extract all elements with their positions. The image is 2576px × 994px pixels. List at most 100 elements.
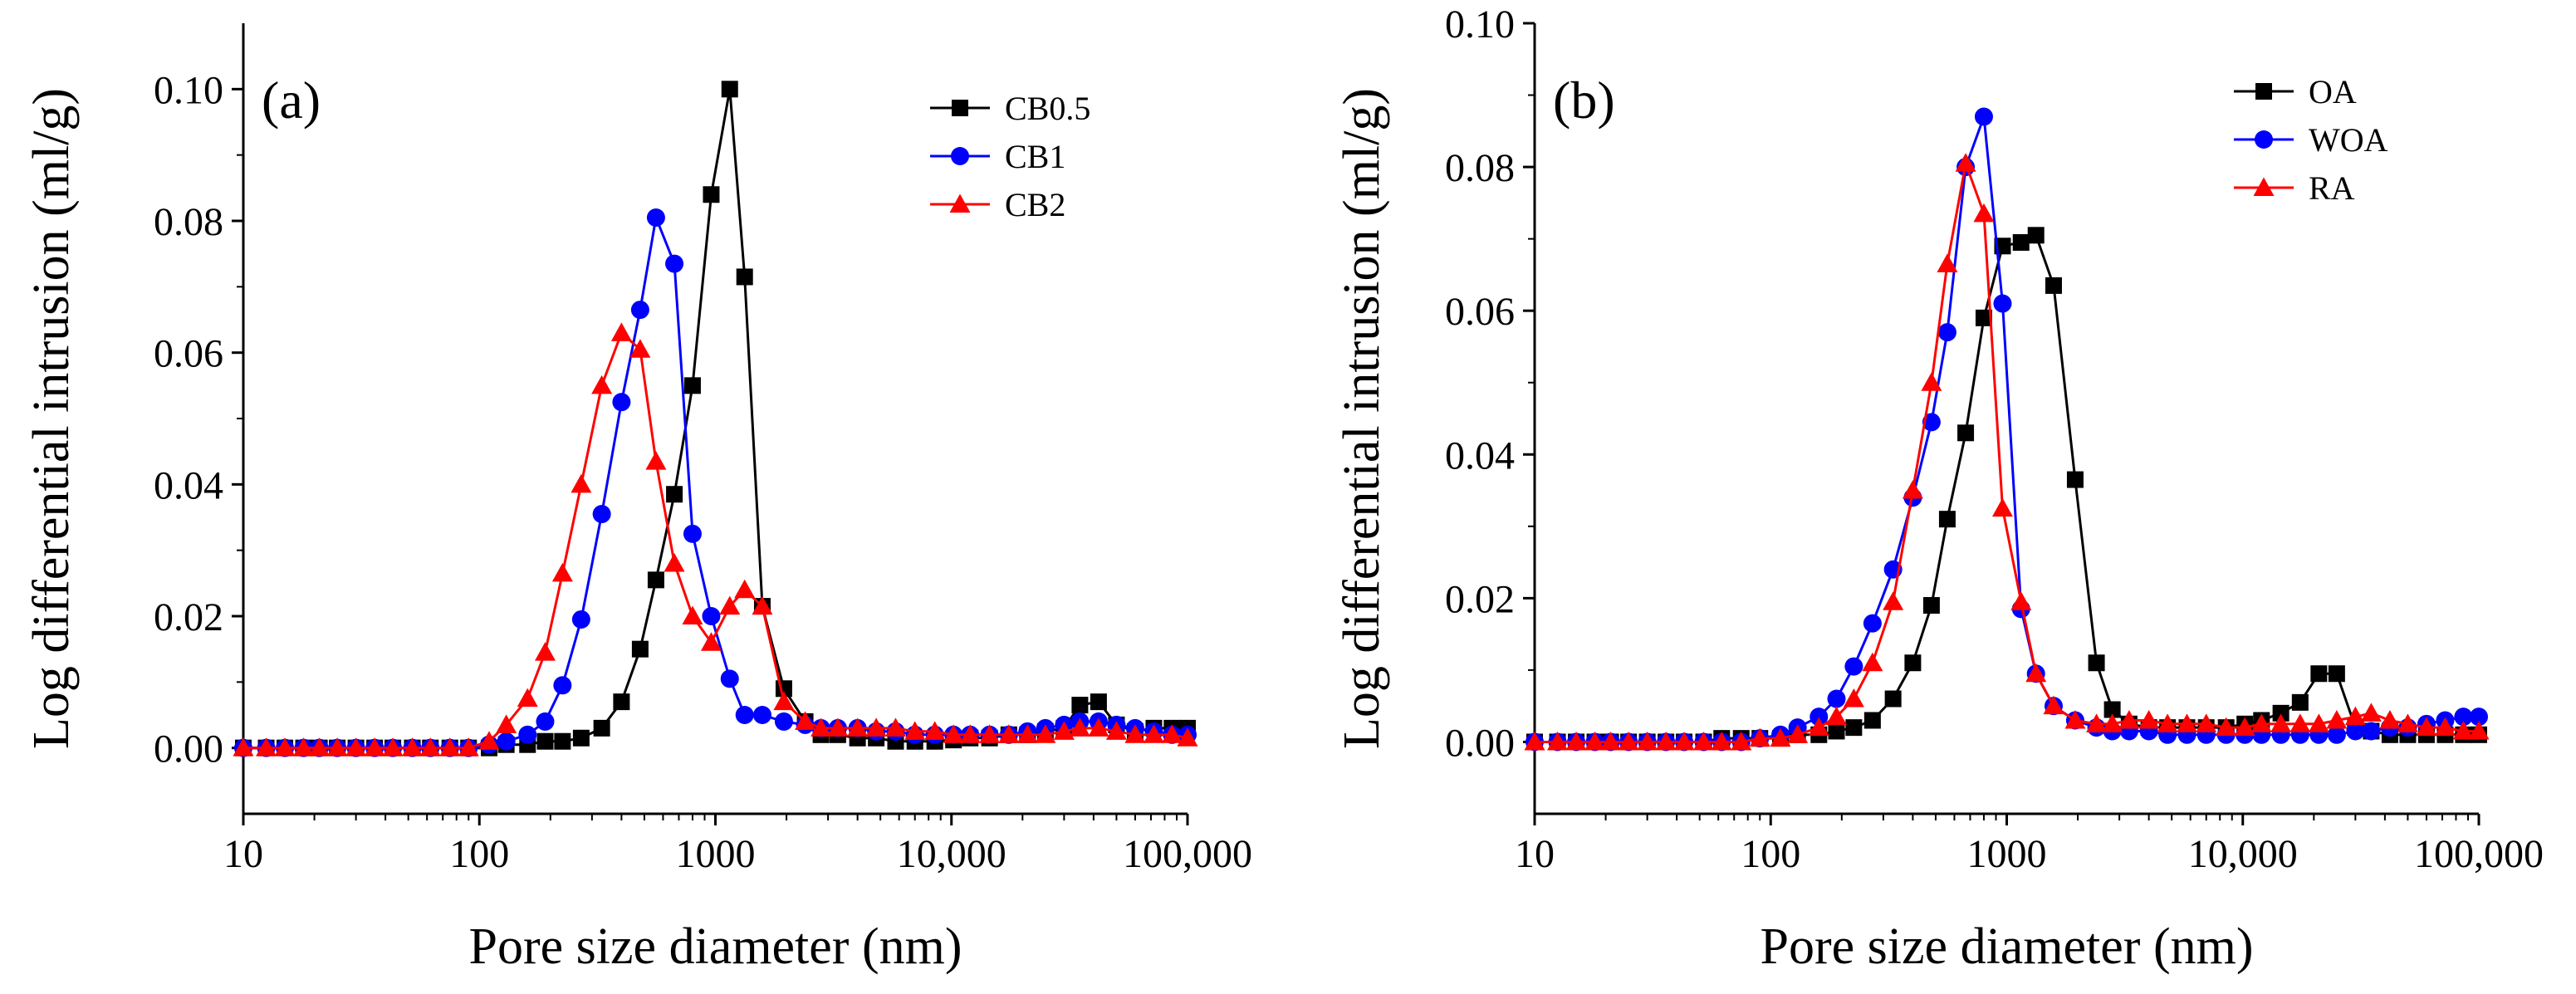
data-point bbox=[998, 724, 1020, 743]
data-point bbox=[1524, 731, 1545, 751]
legend-entry-RA: RA bbox=[2234, 169, 2355, 207]
data-point bbox=[752, 706, 771, 724]
data-point bbox=[613, 693, 630, 711]
data-point bbox=[752, 595, 773, 615]
data-point bbox=[1921, 372, 1942, 391]
data-point bbox=[1161, 724, 1183, 743]
data-point bbox=[1637, 731, 1658, 751]
x-tick-label: 10 bbox=[223, 832, 263, 876]
y-tick-label: 0.08 bbox=[1445, 146, 1515, 190]
legend-entry-WOA: WOA bbox=[2234, 121, 2388, 159]
data-point bbox=[345, 737, 367, 757]
panel-a: 10 100 1000 10,000 100,000 0.00 0.02 0.04 0.06 0.… bbox=[23, 23, 1252, 975]
data-point bbox=[1711, 731, 1732, 751]
data-point bbox=[518, 725, 537, 744]
data-point bbox=[646, 208, 665, 228]
data-point bbox=[1053, 721, 1075, 740]
data-point bbox=[536, 732, 554, 750]
data-point bbox=[2043, 695, 2064, 715]
legend-marker bbox=[2255, 130, 2273, 149]
data-point bbox=[610, 322, 632, 341]
legend-entry-CB1: CB1 bbox=[930, 138, 1065, 175]
y-tick-label: 0.06 bbox=[154, 332, 223, 376]
data-point bbox=[1090, 693, 1107, 711]
data-point bbox=[703, 186, 720, 203]
series-CB2 bbox=[233, 322, 1198, 757]
x-axis-title: Pore size diameter (nm) bbox=[469, 918, 962, 975]
y-axis-title: Log differential intrusion (ml/g) bbox=[23, 88, 80, 749]
data-point bbox=[924, 721, 946, 740]
data-point bbox=[1547, 731, 1569, 751]
x-tick-label: 100,000 bbox=[2414, 832, 2544, 876]
y-tick-label: 0.04 bbox=[1445, 433, 1515, 477]
data-point bbox=[1787, 724, 1809, 743]
data-point bbox=[630, 301, 649, 320]
legend-entry-CB0.5: CB0.5 bbox=[930, 90, 1090, 127]
legend-label: WOA bbox=[2309, 121, 2388, 159]
data-point bbox=[326, 737, 348, 757]
data-point bbox=[2326, 709, 2348, 729]
data-point bbox=[2250, 713, 2272, 732]
legend-label: OA bbox=[2309, 73, 2357, 110]
data-point bbox=[736, 268, 753, 286]
data-point bbox=[2012, 233, 2030, 251]
data-point bbox=[1902, 480, 1923, 499]
data-point bbox=[2344, 706, 2366, 726]
data-point bbox=[774, 712, 793, 731]
data-point bbox=[1828, 722, 1845, 740]
data-point bbox=[536, 712, 555, 731]
data-point bbox=[2416, 717, 2437, 737]
data-point bbox=[419, 737, 441, 757]
data-point bbox=[1143, 724, 1164, 743]
data-point bbox=[664, 553, 685, 572]
legend-label: RA bbox=[2309, 169, 2355, 207]
legend-marker bbox=[952, 100, 968, 116]
legend-label: CB0.5 bbox=[1005, 90, 1090, 127]
data-point bbox=[1618, 731, 1639, 751]
data-point bbox=[2397, 713, 2418, 732]
series-line bbox=[1535, 159, 2479, 743]
y-tick-label: 0.10 bbox=[1445, 2, 1515, 47]
data-point bbox=[309, 737, 331, 757]
data-point bbox=[1991, 497, 2013, 517]
data-point bbox=[1810, 708, 1829, 727]
legend-label: CB2 bbox=[1005, 186, 1065, 223]
panel-label: (a) bbox=[262, 71, 321, 130]
legend-label: CB1 bbox=[1005, 138, 1065, 175]
data-point bbox=[2066, 471, 2084, 488]
data-point bbox=[402, 737, 424, 757]
data-point bbox=[2310, 665, 2328, 683]
data-point bbox=[865, 717, 887, 737]
data-point bbox=[2025, 663, 2047, 683]
data-point bbox=[1862, 652, 1883, 672]
data-point bbox=[572, 729, 590, 747]
data-point bbox=[1827, 689, 1846, 708]
data-point bbox=[1069, 717, 1090, 737]
data-point bbox=[2272, 704, 2290, 722]
x-tick-label: 100 bbox=[1741, 832, 1800, 876]
data-point bbox=[2468, 720, 2490, 740]
data-point bbox=[2270, 713, 2292, 732]
data-point bbox=[534, 642, 556, 661]
data-point bbox=[1825, 706, 1847, 726]
data-point bbox=[1973, 203, 1995, 223]
data-point bbox=[2157, 713, 2178, 732]
data-point bbox=[1035, 724, 1056, 743]
data-point bbox=[2452, 720, 2474, 740]
data-point bbox=[2360, 703, 2382, 722]
data-point bbox=[629, 339, 651, 358]
data-point bbox=[496, 714, 517, 733]
data-point bbox=[1993, 294, 2012, 313]
y-tick-label: 0.00 bbox=[154, 727, 223, 771]
data-point bbox=[1584, 731, 1606, 751]
data-point bbox=[2308, 713, 2329, 732]
data-point bbox=[1904, 654, 1922, 672]
data-point bbox=[847, 717, 869, 737]
data-point bbox=[2102, 713, 2123, 732]
y-tick-label: 0.08 bbox=[154, 200, 223, 244]
series-RA bbox=[1524, 153, 2490, 751]
data-point bbox=[720, 669, 739, 688]
x-tick-label: 10,000 bbox=[897, 832, 1006, 876]
data-point bbox=[734, 579, 756, 599]
y-tick-label: 0.04 bbox=[154, 463, 223, 507]
